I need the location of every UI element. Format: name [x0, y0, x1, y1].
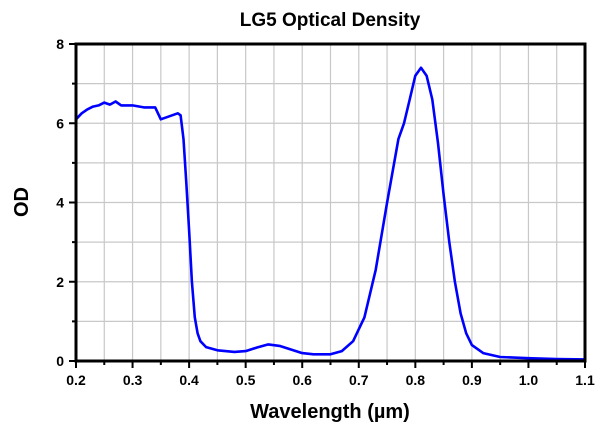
- x-tick-label: 0.3: [123, 372, 143, 388]
- x-tick-label: 0.2: [66, 372, 86, 388]
- x-tick-label: 0.4: [179, 372, 199, 388]
- x-tick-label: 0.6: [292, 372, 312, 388]
- series-line: [75, 66, 586, 361]
- x-tick-label: 1.1: [575, 372, 595, 388]
- y-tick-label: 6: [56, 115, 64, 131]
- plot-frame: [74, 42, 587, 363]
- ticks: 0.2 0.3 0.4 0.5 0.6 0.7 0.8 0.9 1.0 1.1 0 2 4 6 8: [56, 36, 595, 388]
- x-tick-label: 0.8: [406, 372, 426, 388]
- y-tick-label: 4: [56, 195, 64, 211]
- y-axis-label: OD: [11, 187, 33, 217]
- chart-title: LG5 Optical Density: [240, 10, 421, 31]
- grid: [76, 44, 585, 361]
- y-tick-label: 8: [56, 36, 64, 52]
- x-tick-label: 0.9: [462, 372, 482, 388]
- x-axis-label: Wavelength (µm): [250, 401, 410, 423]
- x-tick-label: 0.5: [236, 372, 256, 388]
- y-tick-label: 0: [56, 353, 64, 369]
- x-tick-label: 0.7: [349, 372, 369, 388]
- x-tick-label: 1.0: [519, 372, 539, 388]
- y-tick-label: 2: [56, 274, 64, 290]
